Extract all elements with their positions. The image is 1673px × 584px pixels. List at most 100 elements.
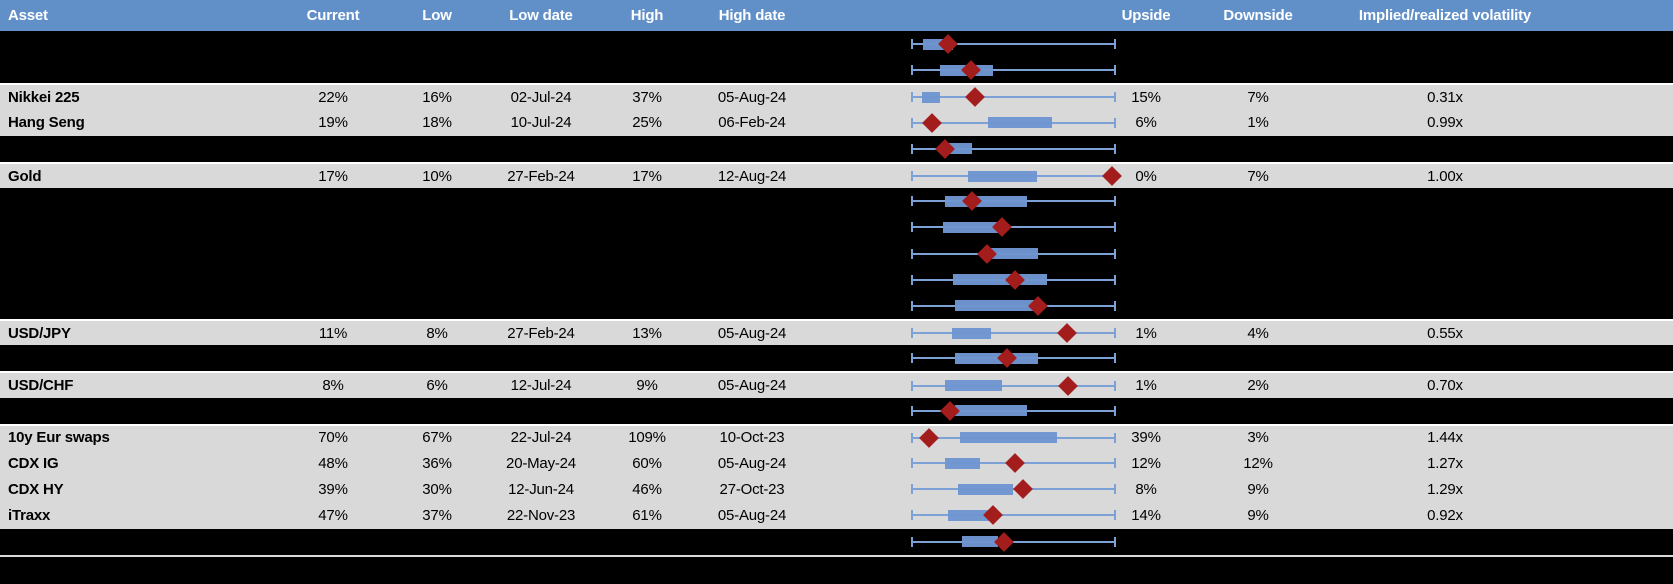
cell-low xyxy=(394,345,480,371)
table-row xyxy=(0,266,1673,293)
cell-downside xyxy=(1215,529,1301,555)
header-cell-current: Current xyxy=(306,7,360,24)
table-row xyxy=(0,345,1673,372)
cell-implied-realized: 0.55x xyxy=(1427,324,1463,342)
whisker-cap-right-icon xyxy=(1114,92,1116,103)
cell-high-date xyxy=(690,136,814,162)
cell-high: 17% xyxy=(632,167,662,185)
cell-high xyxy=(604,241,690,267)
table-header: Asset Current Low Low date High High dat… xyxy=(0,0,1673,31)
range-plot xyxy=(911,529,1116,555)
whisker-cap-left-icon xyxy=(911,380,913,391)
whisker-line xyxy=(912,514,1115,517)
range-plot xyxy=(911,188,1116,214)
header-cell-downside: Downside xyxy=(1223,7,1293,24)
cell-current xyxy=(290,293,376,319)
table-row: CDX HY 39% 30% 12-Jun-24 46% 27-Oct-23 8… xyxy=(0,476,1673,503)
cell-high xyxy=(604,529,690,555)
header-cell-implied-realized-volatility: Implied/realized volatility xyxy=(1358,7,1532,24)
table-row: Gold 17% 10% 27-Feb-24 17% 12-Aug-24 0% … xyxy=(0,161,1673,189)
cell-high-date: 10-Oct-23 xyxy=(719,429,785,447)
range-box xyxy=(961,536,999,548)
whisker-cap-right-icon xyxy=(1114,222,1116,233)
range-plot xyxy=(911,373,1116,397)
whisker-cap-right-icon xyxy=(1114,39,1116,50)
table-row: USD/CHF 8% 6% 12-Jul-24 9% 05-Aug-24 1% … xyxy=(0,371,1673,398)
cell-low: 6% xyxy=(426,377,448,395)
cell-current: 39% xyxy=(318,480,348,498)
cell-low-date: 12-Jun-24 xyxy=(508,480,574,498)
whisker-cap-left-icon xyxy=(911,484,913,495)
cell-upside: 0% xyxy=(1135,167,1157,185)
cell-low xyxy=(394,293,480,319)
diamond-marker-icon xyxy=(1005,453,1025,473)
range-plot xyxy=(911,267,1116,293)
cell-low: 18% xyxy=(422,114,452,132)
cell-low xyxy=(394,214,480,240)
cell-upside: 12% xyxy=(1131,454,1161,472)
cell-low: 37% xyxy=(422,506,452,524)
whisker-cap-right-icon xyxy=(1114,300,1116,311)
range-box xyxy=(987,117,1053,129)
cell-asset: USD/JPY xyxy=(8,324,71,342)
cell-low-date: 12-Jul-24 xyxy=(510,377,572,395)
cell-high-date xyxy=(690,293,814,319)
cell-downside: 2% xyxy=(1247,377,1269,395)
cell-high: 37% xyxy=(632,88,662,106)
whisker-cap-right-icon xyxy=(1114,328,1116,339)
cell-upside: 14% xyxy=(1131,506,1161,524)
cell-high-date: 05-Aug-24 xyxy=(717,377,787,395)
table-row: Nikkei 225 22% 16% 02-Jul-24 37% 05-Aug-… xyxy=(0,83,1673,110)
table-row: USD/JPY 11% 8% 27-Feb-24 13% 05-Aug-24 1… xyxy=(0,319,1673,346)
cell-implied-realized: 0.92x xyxy=(1427,506,1463,524)
range-box xyxy=(922,38,953,50)
cell-high-date: 05-Aug-24 xyxy=(717,324,787,342)
cell-asset: Gold xyxy=(8,167,42,185)
cell-downside: 12% xyxy=(1243,454,1273,472)
cell-low-date xyxy=(480,398,602,424)
diamond-marker-icon xyxy=(992,217,1012,238)
cell-high xyxy=(604,345,690,371)
diamond-marker-icon xyxy=(1057,323,1077,344)
range-plot xyxy=(911,321,1116,345)
whisker-cap-right-icon xyxy=(1114,510,1116,521)
whisker-cap-right-icon xyxy=(1114,432,1116,443)
cell-implied-realized: 1.27x xyxy=(1427,454,1463,472)
cell-high xyxy=(604,398,690,424)
cell-low: 30% xyxy=(422,480,452,498)
range-box xyxy=(945,380,1002,392)
range-plot xyxy=(911,476,1116,502)
whisker-cap-right-icon xyxy=(1114,274,1116,285)
cell-downside xyxy=(1215,57,1301,83)
cell-high-date xyxy=(690,529,814,555)
cell-low-date xyxy=(480,188,602,214)
diamond-marker-icon xyxy=(997,348,1017,369)
cell-asset: Nikkei 225 xyxy=(8,88,80,106)
cell-low-date: 02-Jul-24 xyxy=(510,88,572,106)
cell-implied-realized xyxy=(1320,241,1570,267)
whisker-cap-right-icon xyxy=(1114,65,1116,76)
cell-current xyxy=(290,529,376,555)
whisker-cap-left-icon xyxy=(911,92,913,103)
whisker-cap-right-icon xyxy=(1114,353,1116,364)
cell-current xyxy=(290,188,376,214)
table-row xyxy=(0,31,1673,58)
cell-asset: CDX HY xyxy=(8,480,64,498)
cell-asset xyxy=(0,293,290,319)
whisker-cap-left-icon xyxy=(911,353,913,364)
cell-current: 8% xyxy=(322,377,344,395)
whisker-cap-left-icon xyxy=(911,39,913,50)
table-row: CDX IG 48% 36% 20-May-24 60% 05-Aug-24 1… xyxy=(0,450,1673,477)
header-cell-asset: Asset xyxy=(8,7,48,24)
cell-low: 8% xyxy=(426,324,448,342)
cell-current: 48% xyxy=(318,454,348,472)
diamond-marker-icon xyxy=(983,505,1003,526)
whisker-cap-left-icon xyxy=(911,458,913,469)
range-box xyxy=(953,274,1047,286)
cell-upside: 8% xyxy=(1135,480,1157,498)
table-row xyxy=(0,135,1673,162)
cell-current: 47% xyxy=(318,506,348,524)
diamond-marker-icon xyxy=(919,428,939,448)
cell-low-date: 20-May-24 xyxy=(506,454,576,472)
cell-low-date: 27-Feb-24 xyxy=(507,167,575,185)
